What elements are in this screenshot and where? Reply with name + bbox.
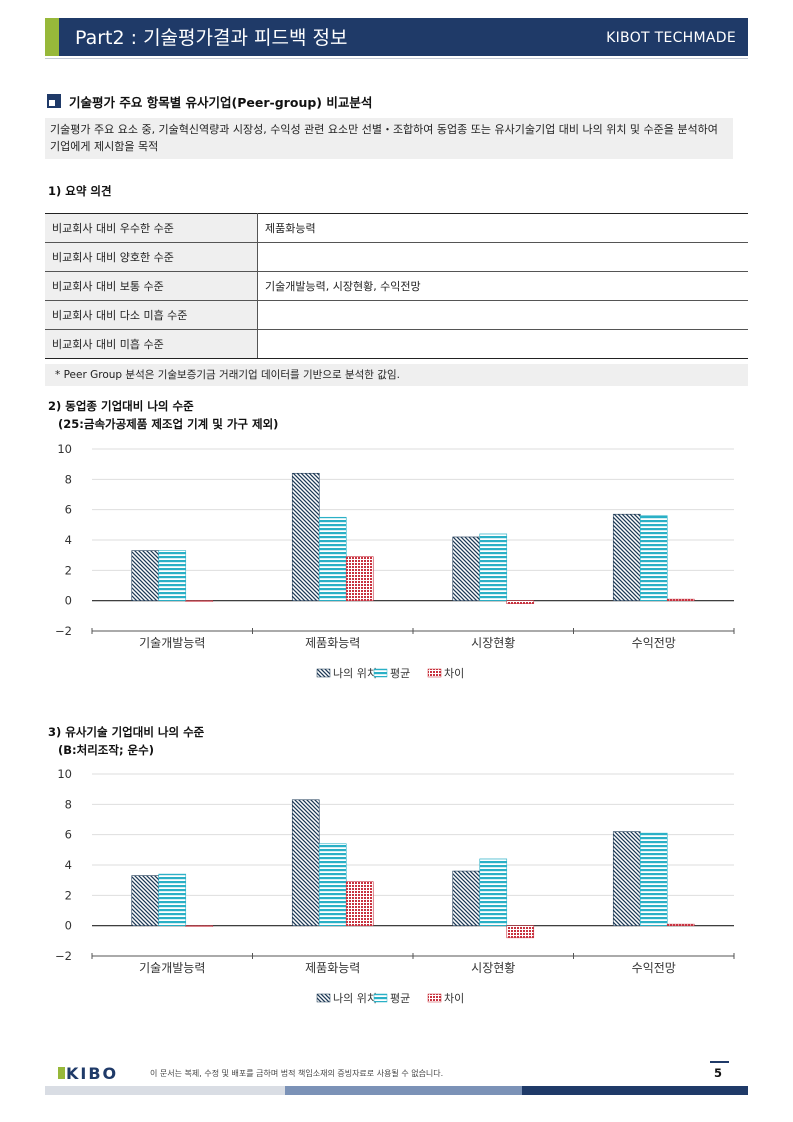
legend-label: 평균 — [390, 992, 410, 1005]
bar-difference — [345, 556, 374, 601]
table-row: 비교회사 대비 양호한 수준 — [45, 242, 748, 272]
x-tick-label: 기술개발능력 — [139, 636, 205, 650]
row-label: 비교회사 대비 보통 수준 — [45, 271, 258, 301]
legend-swatch — [316, 993, 331, 1003]
row-label: 비교회사 대비 다소 미흡 수준 — [45, 300, 258, 330]
page-number: 5 — [714, 1066, 723, 1080]
legend-label: 차이 — [444, 992, 464, 1005]
y-tick-label: 6 — [65, 828, 72, 842]
y-tick-label: 2 — [65, 888, 72, 902]
section-description: 기술평가 주요 요소 중, 기술혁신역량과 시장성, 수익성 관련 요소만 선별… — [45, 118, 733, 159]
svg-text:KIBO: KIBO — [66, 1064, 118, 1082]
bar-average — [639, 515, 668, 601]
bar-average — [318, 843, 347, 926]
row-value: 제품화능력 — [257, 213, 748, 243]
y-tick-label: 10 — [57, 767, 72, 781]
header-divider — [45, 58, 748, 59]
chart-heading-line1: 3) 유사기술 기업대비 나의 수준 — [48, 725, 205, 739]
chart-heading-industry: 2) 동업종 기업대비 나의 수준 (25:금속가공제품 제조업 기계 및 가구… — [48, 397, 278, 433]
chart-heading-line2: (25:금속가공제품 제조업 기계 및 가구 제외) — [58, 417, 279, 431]
y-tick-label: 0 — [65, 594, 72, 608]
bar-my-position — [291, 472, 320, 601]
legend-swatch — [373, 668, 388, 678]
row-value — [257, 242, 748, 272]
footer-color-bar — [45, 1086, 748, 1095]
bar-average — [158, 873, 187, 926]
bar-difference — [185, 600, 214, 602]
legend-label: 차이 — [444, 667, 464, 680]
x-tick-label: 수익전망 — [632, 961, 676, 975]
bar-my-position — [452, 870, 481, 926]
bar-average — [479, 533, 508, 601]
y-tick-label: 4 — [65, 858, 72, 872]
bar-average — [158, 550, 187, 601]
row-value — [257, 300, 748, 330]
legend-label: 나의 위치 — [333, 667, 377, 680]
y-tick-label: 4 — [65, 533, 72, 547]
summary-heading: 1) 요약 의견 — [48, 184, 112, 198]
y-tick-label: 8 — [65, 472, 72, 486]
y-tick-label: 8 — [65, 797, 72, 811]
page-header: Part2 : 기술평가결과 피드백 정보 KIBOT TECHMADE — [45, 18, 748, 56]
table-row: 비교회사 대비 미흡 수준 — [45, 329, 748, 359]
legend-label: 평균 — [390, 667, 410, 680]
bar-my-position — [612, 513, 641, 601]
y-tick-label: −2 — [55, 949, 72, 963]
header-accent-bar — [45, 18, 59, 56]
table-row: 비교회사 대비 보통 수준 기술개발능력, 시장현황, 수익전망 — [45, 271, 748, 301]
x-tick-label: 기술개발능력 — [139, 961, 205, 975]
bar-average — [639, 832, 668, 926]
legend-label: 나의 위치 — [333, 992, 377, 1005]
bar-difference — [506, 925, 535, 939]
y-tick-label: 6 — [65, 503, 72, 517]
table-row: 비교회사 대비 우수한 수준 제품화능력 — [45, 213, 748, 243]
bar-average — [318, 516, 347, 601]
legend-swatch — [316, 668, 331, 678]
bar-my-position — [612, 831, 641, 926]
section-title: 기술평가 주요 항목별 유사기업(Peer-group) 비교분석 — [47, 93, 373, 110]
row-value: 기술개발능력, 시장현황, 수익전망 — [257, 271, 748, 301]
x-tick-label: 제품화능력 — [305, 636, 360, 650]
row-label: 비교회사 대비 양호한 수준 — [45, 242, 258, 272]
y-tick-label: −2 — [55, 624, 72, 638]
bar-difference — [666, 923, 695, 926]
header-brand: KIBOT TECHMADE — [606, 30, 736, 46]
x-tick-label: 수익전망 — [632, 636, 676, 650]
legend-swatch — [427, 993, 442, 1003]
legend-swatch — [427, 668, 442, 678]
kibo-logo: KIBO — [58, 1064, 118, 1082]
x-tick-label: 제품화능력 — [305, 961, 360, 975]
bar-my-position — [452, 536, 481, 601]
chart-heading-line1: 2) 동업종 기업대비 나의 수준 — [48, 399, 194, 413]
table-row: 비교회사 대비 다소 미흡 수준 — [45, 300, 748, 330]
summary-table: 비교회사 대비 우수한 수준 제품화능력 비교회사 대비 양호한 수준 비교회사… — [45, 213, 748, 359]
bar-difference — [666, 598, 695, 601]
y-tick-label: 2 — [65, 563, 72, 577]
y-tick-label: 10 — [57, 442, 72, 456]
peer-group-note: * Peer Group 분석은 기술보증기금 거래기업 데이터를 기반으로 분… — [45, 364, 748, 386]
row-label: 비교회사 대비 우수한 수준 — [45, 213, 258, 243]
bar-difference — [345, 881, 374, 926]
x-tick-label: 시장현황 — [471, 636, 515, 650]
bar-average — [479, 858, 508, 926]
y-tick-label: 0 — [65, 919, 72, 933]
bar-my-position — [131, 875, 160, 926]
chart-heading-technology: 3) 유사기술 기업대비 나의 수준 (B:처리조작; 운수) — [48, 723, 204, 759]
header-title: Part2 : 기술평가결과 피드백 정보 — [75, 27, 348, 49]
page-number-rule — [710, 1061, 729, 1063]
chart-heading-line2: (B:처리조작; 운수) — [58, 743, 154, 757]
bar-my-position — [291, 799, 320, 926]
bar-difference — [506, 600, 535, 605]
section-bullet-icon — [47, 94, 61, 108]
row-value — [257, 329, 748, 359]
legend-swatch — [373, 993, 388, 1003]
row-label: 비교회사 대비 미흡 수준 — [45, 329, 258, 359]
x-tick-label: 시장현황 — [471, 961, 515, 975]
bar-my-position — [131, 550, 160, 601]
section-title-text: 기술평가 주요 항목별 유사기업(Peer-group) 비교분석 — [69, 94, 373, 110]
bar-difference — [185, 925, 214, 927]
footer-disclaimer: 이 문서는 복제, 수정 및 배포를 금하며 법적 책임소재의 증빙자료로 사용… — [150, 1069, 444, 1078]
